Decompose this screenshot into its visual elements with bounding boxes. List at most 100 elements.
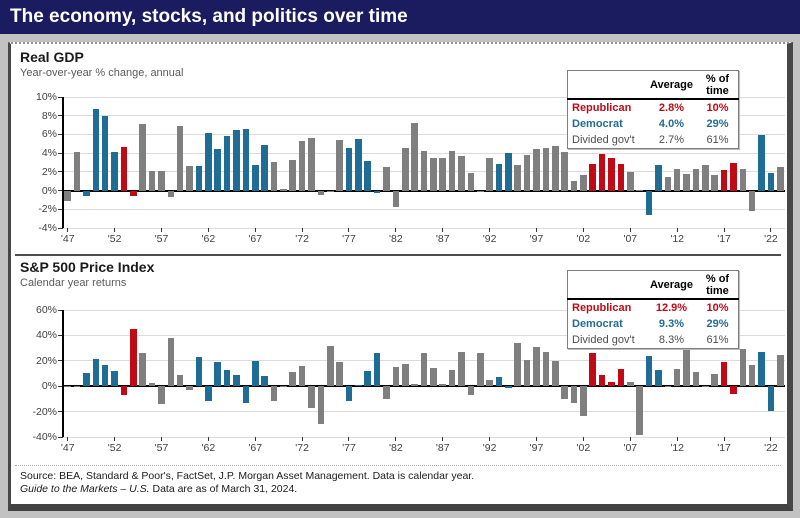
bar-1958 <box>167 337 175 387</box>
bar-1988 <box>448 151 456 191</box>
x-axis-tick <box>770 228 772 232</box>
bar-1954 <box>130 329 137 387</box>
x-axis-tick <box>348 437 350 441</box>
bar-1950 <box>92 109 100 191</box>
bar-1973 <box>308 138 315 191</box>
bar-1956 <box>148 170 156 191</box>
bar-2012 <box>673 369 681 387</box>
x-axis-tick <box>489 437 491 441</box>
bar-1969 <box>270 386 278 401</box>
x-axis-tick <box>676 228 678 232</box>
y-axis-label: 4% <box>41 147 57 160</box>
gridline <box>63 309 785 311</box>
bar-1980 <box>373 190 381 194</box>
bar-2017 <box>720 361 728 387</box>
bar-1949 <box>83 190 90 197</box>
bar-1971 <box>289 372 296 387</box>
bar-1963 <box>214 362 221 387</box>
bar-1980 <box>373 353 381 387</box>
sp500-bar-chart: 60% 40% 20% 0% -20% -40% '47 '52 '57 '62 '67 '72 '77… <box>32 304 785 454</box>
bar-1998 <box>542 352 550 387</box>
bar-1999 <box>551 361 559 387</box>
bar-1956 <box>148 382 156 387</box>
y-axis-tick <box>58 171 63 173</box>
bar-2003 <box>589 352 597 387</box>
bar-1974 <box>317 386 325 424</box>
bar-1989 <box>458 155 465 191</box>
y-axis-label: 10% <box>35 91 57 103</box>
bar-1970 <box>280 188 287 191</box>
x-axis-tick <box>442 437 444 441</box>
legend-row-republican: Republican 12.9% 10% <box>568 299 739 316</box>
bar-2002 <box>580 386 587 416</box>
bar-1988 <box>448 370 456 387</box>
y-axis-tick <box>58 360 63 362</box>
bar-1994 <box>505 386 512 389</box>
y-axis-tick <box>58 190 63 192</box>
bar-1971 <box>289 159 296 191</box>
bar-2019 <box>739 349 747 387</box>
x-axis-tick <box>67 437 69 441</box>
bar-1955 <box>139 352 146 387</box>
y-axis-label: -40% <box>32 431 57 443</box>
x-axis-label: '97 <box>529 233 544 245</box>
bar-1952 <box>111 152 118 191</box>
bar-1999 <box>551 145 559 191</box>
legend-header-row: Average % of time <box>567 270 739 300</box>
bar-2016 <box>711 374 718 387</box>
x-axis-tick <box>160 437 162 441</box>
gridline <box>63 115 785 117</box>
footer-source-line: Source: BEA, Standard & Poor's, FactSet,… <box>20 470 475 482</box>
bar-2005 <box>608 382 615 387</box>
y-axis-label: 0% <box>41 380 57 393</box>
legend-average-value: 4.0% <box>658 118 684 130</box>
bar-1990 <box>467 386 475 395</box>
gridline <box>63 96 785 98</box>
bar-2011 <box>664 176 672 191</box>
y-axis-tick <box>58 385 63 387</box>
bar-1992 <box>486 157 493 191</box>
y-axis-label: 2% <box>41 165 57 178</box>
x-axis-label: '47 <box>60 442 75 454</box>
x-axis-tick <box>395 437 397 441</box>
bar-1995 <box>514 342 522 387</box>
x-axis-label: '77 <box>342 442 356 454</box>
legend-header-average: Average <box>645 270 697 300</box>
x-axis-tick <box>489 228 491 232</box>
bar-2011 <box>664 386 672 388</box>
legend-label: Divided gov't <box>572 334 635 346</box>
bar-1981 <box>383 386 390 399</box>
bar-1966 <box>242 386 250 403</box>
legend-label: Democrat <box>572 118 623 130</box>
bar-1954 <box>130 190 137 197</box>
y-axis-tick <box>58 309 63 311</box>
legend-header-average: Average <box>645 70 697 100</box>
bar-2010 <box>655 165 662 191</box>
bar-1991 <box>476 352 484 387</box>
bar-1990 <box>467 172 475 191</box>
bar-1966 <box>242 128 250 191</box>
bar-1993 <box>495 164 503 191</box>
bar-1961 <box>195 356 203 387</box>
x-axis-label: '92 <box>482 233 497 245</box>
section-divider <box>15 254 781 256</box>
bar-2003 <box>589 164 597 191</box>
y-axis-label: 6% <box>41 128 57 141</box>
bar-1948 <box>73 152 81 191</box>
legend-row-democrat: Democrat 9.3% 29% <box>568 316 739 332</box>
y-axis-label: -2% <box>38 203 57 216</box>
bar-1978 <box>355 139 362 191</box>
legend-header-pct-of-time: % of time <box>696 70 739 100</box>
bar-2021 <box>758 135 765 191</box>
bar-1985 <box>420 151 428 191</box>
y-axis-label: -20% <box>32 405 57 418</box>
bar-2000 <box>561 386 568 399</box>
bar-1993 <box>495 377 503 387</box>
x-axis-label: '57 <box>154 233 169 245</box>
bar-2004 <box>598 374 606 387</box>
y-axis-label: -4% <box>38 222 57 234</box>
x-axis-label: '22 <box>764 442 778 454</box>
bar-2006 <box>617 368 625 387</box>
y-axis-line <box>62 310 64 437</box>
bar-2009 <box>645 190 653 215</box>
